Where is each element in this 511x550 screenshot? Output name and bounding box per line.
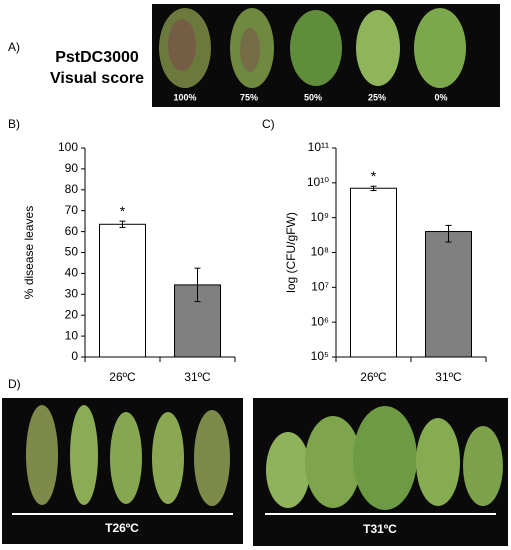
score-label: 50% xyxy=(304,92,322,102)
annotation: * xyxy=(371,168,377,184)
y-tick-label: 10¹¹ xyxy=(308,140,329,154)
y-tick-label: 0 xyxy=(71,349,78,363)
y-tick-label: 10 xyxy=(65,328,79,342)
score-label: 25% xyxy=(368,92,386,102)
panel-title: PstDC3000 xyxy=(55,49,139,66)
x-tick-label: 26ºC xyxy=(109,370,136,384)
score-label: 100% xyxy=(173,92,196,102)
panel-label: B) xyxy=(8,117,20,131)
score-label: 0% xyxy=(434,92,447,102)
y-tick-label: 80 xyxy=(65,182,79,196)
y-tick-label: 90 xyxy=(65,161,79,175)
y-tick-label: 70 xyxy=(65,203,79,217)
y-axis-label: % disease leaves xyxy=(22,206,36,299)
panel-label: A) xyxy=(8,40,20,54)
y-tick-label: 50 xyxy=(65,245,79,259)
y-tick-label: 20 xyxy=(65,307,79,321)
y-tick-label: 40 xyxy=(65,266,79,280)
annotation: * xyxy=(120,203,126,219)
score-label: 75% xyxy=(240,92,258,102)
y-tick-label: 10⁸ xyxy=(311,245,329,259)
y-tick-label: 10⁶ xyxy=(311,314,329,328)
y-tick-label: 10¹⁰ xyxy=(307,175,329,189)
group-label: T26ºC xyxy=(105,521,139,535)
y-tick-label: 60 xyxy=(65,224,79,238)
bar xyxy=(99,223,146,358)
leaves xyxy=(159,8,466,88)
y-axis-label: log (CFU/gFW) xyxy=(284,212,298,293)
bar xyxy=(425,231,472,358)
x-tick-label: 31ºC xyxy=(435,370,462,384)
panel-title: Visual score xyxy=(50,70,144,87)
panel-label: C) xyxy=(262,117,275,131)
y-tick-label: 10⁵ xyxy=(311,349,329,363)
x-tick-label: 31ºC xyxy=(184,370,211,384)
y-tick-label: 10⁷ xyxy=(311,280,329,294)
panel-label: D) xyxy=(8,377,21,391)
leaves xyxy=(26,405,503,510)
y-tick-label: 10⁹ xyxy=(311,210,330,224)
y-tick-label: 100 xyxy=(58,140,78,154)
group-label: T31ºC xyxy=(363,522,397,536)
x-tick-label: 26ºC xyxy=(360,370,387,384)
y-tick-label: 30 xyxy=(65,286,79,300)
bar xyxy=(350,187,397,358)
